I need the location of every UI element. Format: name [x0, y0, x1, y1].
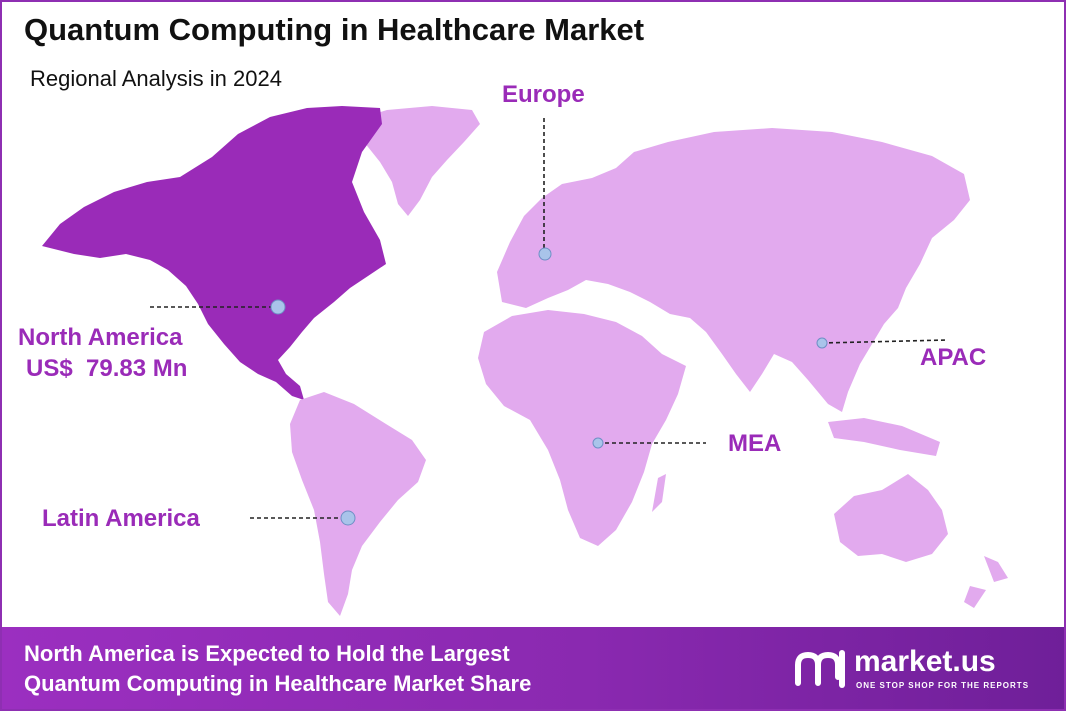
label-latin-america: Latin America [42, 505, 200, 532]
region-sea-islands [828, 418, 940, 456]
region-australia [834, 474, 948, 562]
region-europe-asia [497, 128, 970, 412]
label-apac: APAC [920, 344, 987, 371]
region-greenland [354, 106, 480, 216]
region-madagascar [652, 474, 666, 512]
footer-line-2: Quantum Computing in Healthcare Market S… [24, 671, 532, 696]
region-latin-america [290, 392, 426, 616]
region-north-america [42, 106, 386, 400]
market-us-logo: market.us ONE STOP SHOP FOR THE REPORTS [792, 645, 1042, 695]
marker-mea [592, 437, 604, 449]
marker-europe [538, 247, 552, 261]
world-map [42, 106, 1008, 616]
region-africa [478, 310, 686, 546]
label-north-america: North America [18, 324, 183, 351]
page-title: Quantum Computing in Healthcare Market [24, 12, 645, 47]
logo-tagline: ONE STOP SHOP FOR THE REPORTS [856, 681, 1030, 690]
logo-name: market.us [854, 645, 996, 678]
label-europe: Europe [502, 81, 585, 108]
label-mea: MEA [728, 430, 782, 457]
marker-north-america [270, 299, 286, 315]
page-subtitle: Regional Analysis in 2024 [30, 66, 282, 91]
footer-banner: North America is Expected to Hold the La… [2, 627, 1064, 709]
marker-latin-america [340, 510, 356, 526]
footer-text: North America is Expected to Hold the La… [24, 639, 531, 699]
marker-apac [816, 337, 828, 349]
label-north-america-value: US$ 79.83 Mn [26, 355, 188, 382]
footer-line-1: North America is Expected to Hold the La… [24, 641, 510, 666]
market-us-logo-icon [795, 650, 845, 688]
region-new-zealand [964, 556, 1008, 608]
